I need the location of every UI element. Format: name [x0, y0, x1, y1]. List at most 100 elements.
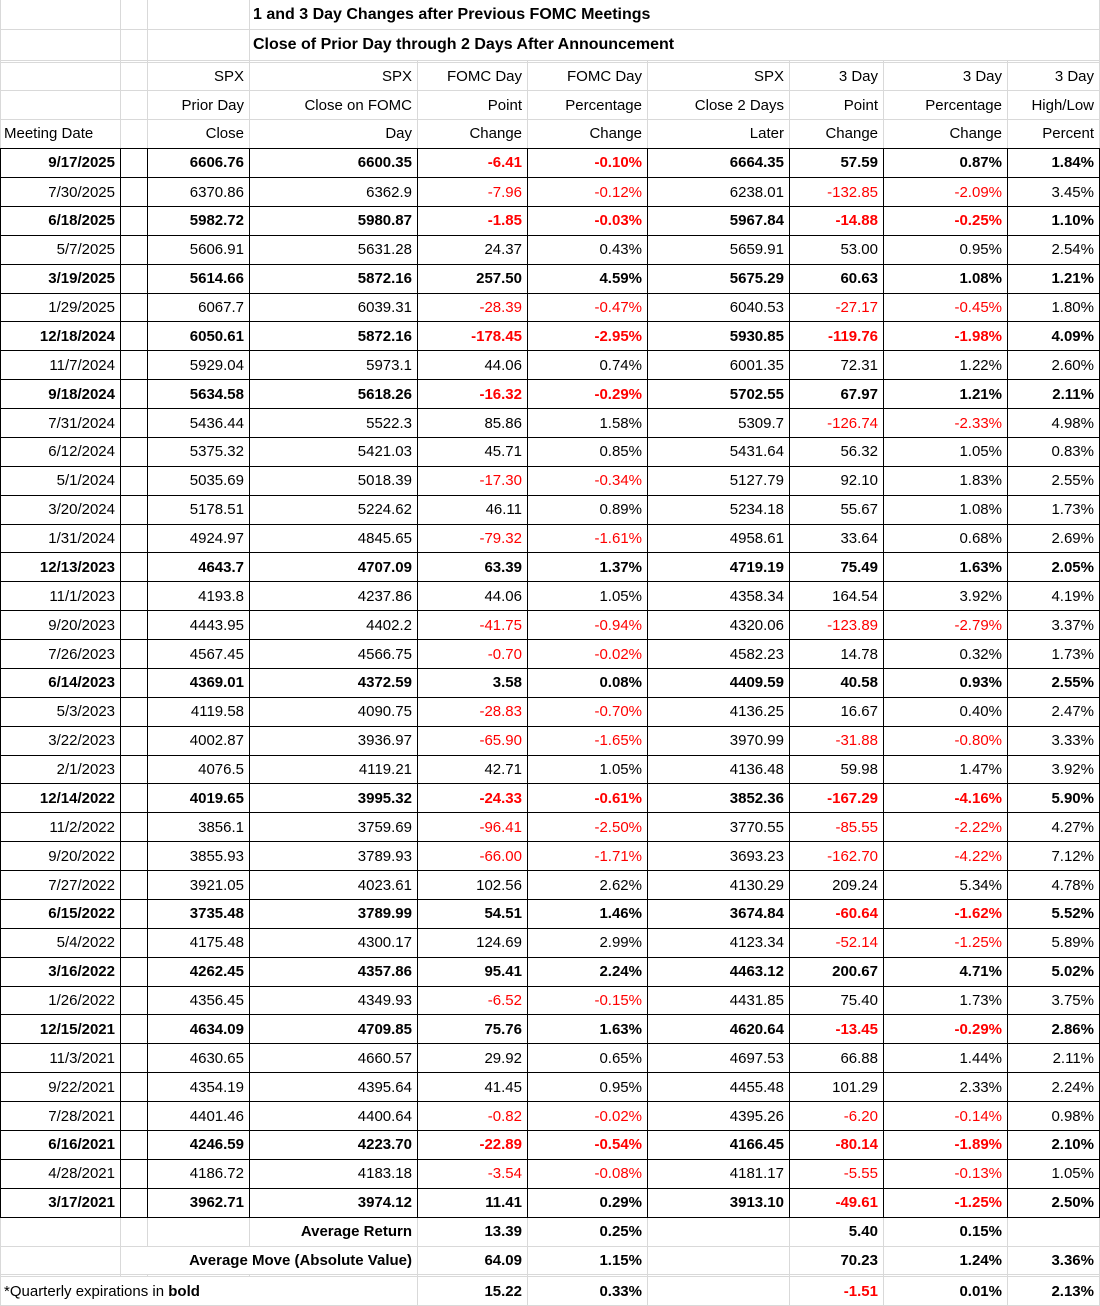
- fomc-point-change-cell[interactable]: -41.75: [418, 611, 528, 641]
- fomc-point-change-cell[interactable]: -1.85: [418, 206, 528, 236]
- 3day-highlow-percent-cell[interactable]: 0.98%: [1008, 1102, 1100, 1131]
- 3day-point-change-cell[interactable]: -13.45: [790, 1015, 884, 1045]
- meeting-date-cell[interactable]: 4/28/2021: [0, 1159, 121, 1189]
- spacer-cell[interactable]: [121, 380, 148, 410]
- 3day-highlow-percent-cell[interactable]: 2.60%: [1008, 351, 1100, 381]
- 3day-point-change-cell[interactable]: -119.76: [790, 322, 884, 352]
- fomc-day-close-cell[interactable]: 5421.03: [250, 437, 418, 467]
- close-2-days-later-cell[interactable]: 4123.34: [648, 928, 790, 958]
- 3day-point-change-cell[interactable]: 56.32: [790, 437, 884, 467]
- 3day-point-change-cell[interactable]: -60.64: [790, 899, 884, 929]
- header-cell[interactable]: Later: [648, 120, 790, 148]
- 3day-highlow-percent-cell[interactable]: 2.10%: [1008, 1130, 1100, 1160]
- meeting-date-cell[interactable]: 3/22/2023: [0, 726, 121, 756]
- fomc-percentage-change-cell[interactable]: 0.08%: [528, 668, 648, 698]
- close-2-days-later-cell[interactable]: 5234.18: [648, 495, 790, 525]
- fomc-point-change-cell[interactable]: 24.37: [418, 235, 528, 265]
- fomc-percentage-change-cell[interactable]: 2.62%: [528, 871, 648, 900]
- average-move-fomc-point[interactable]: 64.09: [418, 1246, 528, 1276]
- spacer-cell[interactable]: [121, 986, 148, 1016]
- fomc-point-change-cell[interactable]: 29.92: [418, 1044, 528, 1074]
- fomc-day-close-cell[interactable]: 4349.93: [250, 986, 418, 1016]
- 3day-point-change-cell[interactable]: 66.88: [790, 1044, 884, 1074]
- 3day-percentage-change-cell[interactable]: 0.68%: [884, 524, 1008, 554]
- average-move-3day-pct[interactable]: 1.24%: [884, 1246, 1008, 1276]
- 3day-point-change-cell[interactable]: -167.29: [790, 784, 884, 814]
- close-2-days-later-cell[interactable]: 4620.64: [648, 1015, 790, 1045]
- meeting-date-cell[interactable]: 12/15/2021: [0, 1015, 121, 1045]
- footnote-3day-pct[interactable]: 0.01%: [884, 1277, 1008, 1306]
- 3day-highlow-percent-cell[interactable]: 5.89%: [1008, 928, 1100, 958]
- spacer-cell[interactable]: [418, 60, 528, 63]
- meeting-date-cell[interactable]: 7/31/2024: [0, 409, 121, 438]
- average-move-3day-point[interactable]: 70.23: [790, 1246, 884, 1276]
- sheet-subtitle[interactable]: Close of Prior Day through 2 Days After …: [250, 30, 1100, 61]
- 3day-percentage-change-cell[interactable]: -0.13%: [884, 1159, 1008, 1189]
- fomc-day-close-cell[interactable]: 6600.35: [250, 147, 418, 179]
- 3day-highlow-percent-cell[interactable]: 1.05%: [1008, 1159, 1100, 1189]
- fomc-percentage-change-cell[interactable]: -0.03%: [528, 206, 648, 236]
- meeting-date-cell[interactable]: 1/29/2025: [0, 293, 121, 323]
- 3day-point-change-cell[interactable]: 67.97: [790, 380, 884, 410]
- fomc-day-close-cell[interactable]: 4660.57: [250, 1044, 418, 1074]
- spacer-cell[interactable]: [121, 1159, 148, 1189]
- fomc-percentage-change-cell[interactable]: 1.58%: [528, 409, 648, 438]
- header-cell[interactable]: Close: [148, 120, 250, 148]
- close-2-days-later-cell[interactable]: 6238.01: [648, 178, 790, 207]
- meeting-date-cell[interactable]: 11/3/2021: [0, 1044, 121, 1074]
- meeting-date-cell[interactable]: 3/17/2021: [0, 1188, 121, 1218]
- prior-day-close-cell[interactable]: 3921.05: [148, 871, 250, 900]
- fomc-percentage-change-cell[interactable]: -1.61%: [528, 524, 648, 554]
- spacer-cell[interactable]: [121, 668, 148, 698]
- close-2-days-later-cell[interactable]: 5659.91: [648, 235, 790, 265]
- meeting-date-cell[interactable]: 2/1/2023: [0, 755, 121, 785]
- prior-day-close-cell[interactable]: 3856.1: [148, 813, 250, 843]
- 3day-percentage-change-cell[interactable]: -1.98%: [884, 322, 1008, 352]
- meeting-date-cell[interactable]: 3/20/2024: [0, 495, 121, 525]
- fomc-day-close-cell[interactable]: 5618.26: [250, 380, 418, 410]
- header-cell[interactable]: Day: [250, 120, 418, 148]
- 3day-point-change-cell[interactable]: 92.10: [790, 466, 884, 496]
- 3day-point-change-cell[interactable]: -27.17: [790, 293, 884, 323]
- 3day-percentage-change-cell[interactable]: -1.89%: [884, 1130, 1008, 1160]
- prior-day-close-cell[interactable]: 5614.66: [148, 264, 250, 294]
- spacer-cell[interactable]: [121, 1130, 148, 1160]
- spacer-cell[interactable]: [121, 871, 148, 900]
- 3day-highlow-percent-cell[interactable]: 3.75%: [1008, 986, 1100, 1016]
- 3day-point-change-cell[interactable]: 40.58: [790, 668, 884, 698]
- close-2-days-later-cell[interactable]: 6040.53: [648, 293, 790, 323]
- fomc-percentage-change-cell[interactable]: 0.89%: [528, 495, 648, 525]
- close-2-days-later-cell[interactable]: 3770.55: [648, 813, 790, 843]
- 3day-point-change-cell[interactable]: -162.70: [790, 842, 884, 872]
- prior-day-close-cell[interactable]: 4443.95: [148, 611, 250, 641]
- spacer-cell[interactable]: [121, 928, 148, 958]
- 3day-percentage-change-cell[interactable]: 5.34%: [884, 871, 1008, 900]
- meeting-date-cell[interactable]: 3/19/2025: [0, 264, 121, 294]
- close-2-days-later-cell[interactable]: 5431.64: [648, 437, 790, 467]
- header-cell[interactable]: 3 Day: [884, 62, 1008, 92]
- 3day-percentage-change-cell[interactable]: -4.16%: [884, 784, 1008, 814]
- fomc-day-close-cell[interactable]: 4372.59: [250, 668, 418, 698]
- fomc-day-close-cell[interactable]: 5973.1: [250, 351, 418, 381]
- 3day-point-change-cell[interactable]: 75.40: [790, 986, 884, 1016]
- close-2-days-later-cell[interactable]: 3674.84: [648, 899, 790, 929]
- fomc-day-close-cell[interactable]: 5522.3: [250, 409, 418, 438]
- 3day-percentage-change-cell[interactable]: -4.22%: [884, 842, 1008, 872]
- spacer-cell[interactable]: [648, 60, 790, 63]
- meeting-date-cell[interactable]: 11/7/2024: [0, 351, 121, 381]
- fomc-day-close-cell[interactable]: 4237.86: [250, 582, 418, 612]
- 3day-highlow-percent-cell[interactable]: 3.92%: [1008, 755, 1100, 785]
- fomc-point-change-cell[interactable]: -24.33: [418, 784, 528, 814]
- fomc-point-change-cell[interactable]: 75.76: [418, 1015, 528, 1045]
- spacer-cell[interactable]: [121, 899, 148, 929]
- fomc-percentage-change-cell[interactable]: -2.50%: [528, 813, 648, 843]
- spacer-cell[interactable]: [0, 0, 121, 31]
- meeting-date-cell[interactable]: 1/31/2024: [0, 524, 121, 554]
- fomc-point-change-cell[interactable]: 45.71: [418, 437, 528, 467]
- prior-day-close-cell[interactable]: 6606.76: [148, 147, 250, 179]
- fomc-percentage-change-cell[interactable]: -0.12%: [528, 178, 648, 207]
- prior-day-close-cell[interactable]: 4924.97: [148, 524, 250, 554]
- fomc-percentage-change-cell[interactable]: 2.99%: [528, 928, 648, 958]
- spacer-cell[interactable]: [121, 813, 148, 843]
- fomc-percentage-change-cell[interactable]: 0.85%: [528, 437, 648, 467]
